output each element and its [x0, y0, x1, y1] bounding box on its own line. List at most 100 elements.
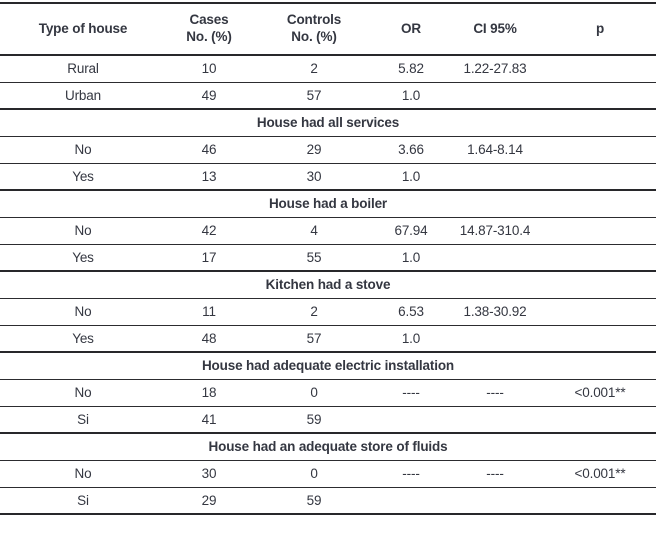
column-header-or: OR — [376, 3, 446, 56]
cell-controls: 0 — [252, 378, 376, 406]
cell-label: No — [0, 459, 166, 487]
cell-cases: 30 — [166, 459, 252, 487]
cell-p — [544, 81, 656, 109]
cell-or: 67.94 — [376, 216, 446, 244]
column-header-label: p — [595, 20, 605, 36]
cell-or: 1.0 — [376, 243, 446, 271]
cell-controls: 59 — [252, 486, 376, 514]
section-row: House had an adequate store of fluids — [0, 432, 656, 460]
cell-or: ---- — [376, 459, 446, 487]
table-row: No 18 0 ---- ---- <0.001** — [0, 378, 656, 406]
table-row: No 46 29 3.66 1.64-8.14 — [0, 135, 656, 163]
cell-p — [544, 405, 656, 433]
cell-ci: 14.87-310.4 — [446, 216, 544, 244]
cell-label: No — [0, 135, 166, 163]
cell-cases: 48 — [166, 324, 252, 352]
section-row: House had a boiler — [0, 189, 656, 217]
cell-cases: 11 — [166, 297, 252, 325]
section-row: House had adequate electric installation — [0, 351, 656, 379]
cell-controls: 2 — [252, 297, 376, 325]
cell-ci — [446, 405, 544, 433]
cell-ci: 1.38-30.92 — [446, 297, 544, 325]
cell-cases: 46 — [166, 135, 252, 163]
stats-table: Type of house Cases No. (%) Controls No. (%)… — [0, 2, 656, 515]
cell-ci: 1.64-8.14 — [446, 135, 544, 163]
table-body: Rural 10 2 5.82 1.22-27.83 Urban 49 57 1.0 House … — [0, 55, 656, 514]
cell-label: No — [0, 297, 166, 325]
table-row: Yes 13 30 1.0 — [0, 162, 656, 190]
cell-p: <0.001** — [544, 459, 656, 487]
table-row: No 11 2 6.53 1.38-30.92 — [0, 297, 656, 325]
column-header-type-of-house: Type of house — [0, 3, 166, 56]
cell-ci — [446, 243, 544, 271]
cell-ci — [446, 486, 544, 514]
cell-or: 1.0 — [376, 324, 446, 352]
cell-label: Rural — [67, 61, 99, 77]
section-header: Kitchen had a stove — [0, 270, 656, 298]
cell-or: 5.82 — [398, 61, 424, 77]
table-row: Yes 48 57 1.0 — [0, 324, 656, 352]
cell-p — [544, 216, 656, 244]
column-header-p: p — [544, 3, 656, 56]
cell-controls: 57 — [252, 324, 376, 352]
table-row: Si 41 59 — [0, 405, 656, 433]
column-header-cases: Cases No. (%) — [166, 3, 252, 56]
cell-or: ---- — [376, 378, 446, 406]
cell-ci — [446, 162, 544, 190]
cell-label: Yes — [0, 162, 166, 190]
cell-controls: 4 — [252, 216, 376, 244]
cell-controls: 2 — [310, 61, 318, 77]
table-row: No 42 4 67.94 14.87-310.4 — [0, 216, 656, 244]
cell-cases: 29 — [166, 486, 252, 514]
table-row: No 30 0 ---- ---- <0.001** — [0, 459, 656, 487]
cell-controls: 59 — [252, 405, 376, 433]
cell-controls: 55 — [252, 243, 376, 271]
table-row: Si 29 59 — [0, 486, 656, 514]
table-row: Yes 17 55 1.0 — [0, 243, 656, 271]
cell-cases: 18 — [166, 378, 252, 406]
cell-p — [544, 243, 656, 271]
cell-cases: 41 — [166, 405, 252, 433]
cell-or: 1.0 — [376, 81, 446, 109]
cell-label: Urban — [0, 81, 166, 109]
cell-or: 6.53 — [376, 297, 446, 325]
column-header-controls: Controls No. (%) — [252, 3, 376, 56]
cell-label: Si — [0, 405, 166, 433]
column-header-label: Cases — [189, 12, 229, 28]
cell-p — [544, 324, 656, 352]
cell-cases: 13 — [166, 162, 252, 190]
cell-or: 3.66 — [376, 135, 446, 163]
cell-or — [376, 486, 446, 514]
cell-controls: 29 — [252, 135, 376, 163]
section-row: Kitchen had a stove — [0, 270, 656, 298]
cell-controls: 0 — [252, 459, 376, 487]
column-header-label: OR — [401, 20, 421, 36]
table-row: Rural 10 2 5.82 1.22-27.83 — [0, 55, 656, 82]
cell-ci: ---- — [446, 459, 544, 487]
cell-cases: 42 — [166, 216, 252, 244]
cell-or — [376, 405, 446, 433]
cell-label: No — [0, 216, 166, 244]
column-header-sublabel: No. (%) — [186, 29, 232, 44]
cell-p — [544, 55, 656, 82]
cell-controls: 30 — [252, 162, 376, 190]
header-row: Type of house Cases No. (%) Controls No. (%)… — [0, 3, 656, 56]
section-row: House had all services — [0, 108, 656, 136]
table-container: Type of house Cases No. (%) Controls No. (%)… — [0, 2, 656, 515]
cell-ci — [446, 324, 544, 352]
column-header-label: CI 95% — [473, 20, 517, 36]
cell-p — [544, 297, 656, 325]
section-header: House had all services — [0, 108, 656, 136]
cell-ci: 1.22-27.83 — [463, 61, 527, 77]
cell-cases: 17 — [166, 243, 252, 271]
cell-ci — [446, 81, 544, 109]
column-header-sublabel: No. (%) — [291, 29, 337, 44]
cell-ci: ---- — [446, 378, 544, 406]
cell-label: Yes — [0, 324, 166, 352]
cell-controls: 57 — [252, 81, 376, 109]
cell-cases: 10 — [201, 61, 217, 77]
cell-p: <0.001** — [544, 378, 656, 406]
column-header-ci-95: CI 95% — [446, 3, 544, 56]
section-header: House had adequate electric installation — [0, 351, 656, 379]
section-header: House had a boiler — [0, 189, 656, 217]
